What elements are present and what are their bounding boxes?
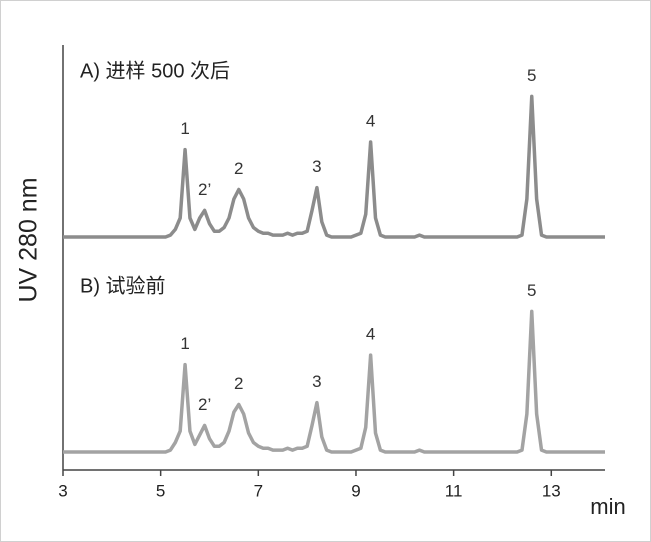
peak-label: 5: [527, 281, 536, 300]
peak-label: 4: [366, 111, 375, 130]
trace: [63, 94, 605, 239]
series-label: B) 试验前: [80, 274, 166, 297]
peak-label: 2: [234, 374, 243, 393]
peak-label: 2’: [198, 180, 211, 199]
trace: [63, 309, 605, 454]
peak-label: 2’: [198, 395, 211, 414]
x-tick-label: 5: [156, 481, 165, 500]
peak-label: 2: [234, 159, 243, 178]
peak-label: 3: [312, 157, 321, 176]
x-tick-label: 11: [445, 481, 463, 500]
peak-label: 5: [527, 66, 536, 85]
peak-label: 1: [180, 334, 189, 353]
series-label: A) 进样 500 次后: [80, 59, 230, 82]
peak-label: 1: [180, 119, 189, 138]
x-tick-label: 13: [542, 481, 561, 500]
peak-label: 3: [312, 372, 321, 391]
y-axis-label: UV 280 nm: [15, 177, 43, 302]
x-tick-label: 9: [351, 481, 360, 500]
x-tick-label: 3: [58, 481, 67, 500]
x-axis-label: min: [590, 494, 625, 519]
peak-label: 4: [366, 325, 375, 344]
x-tick-label: 7: [254, 481, 263, 500]
